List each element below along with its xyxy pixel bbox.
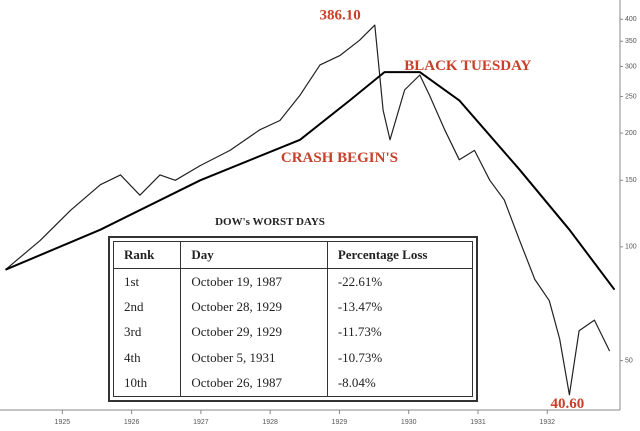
x-tick-label: 1926 xyxy=(124,419,140,426)
y-tick-label: 150 xyxy=(625,177,637,184)
column-header: Day xyxy=(180,241,328,269)
table-cell: October 28, 1929 xyxy=(180,294,328,320)
table-row: 1st October 19, 1987 -22.61% xyxy=(112,268,473,295)
x-tick-label: 1930 xyxy=(401,419,417,426)
table-cell: October 5, 1931 xyxy=(180,345,328,371)
column-header: Percentage Loss xyxy=(326,241,474,269)
table-row: 4th October 5, 1931 -10.73% xyxy=(112,345,473,371)
table-row: 10th October 26, 1987 -8.04% xyxy=(112,370,473,397)
table-cell: -11.73% xyxy=(326,319,473,346)
annotation: 386.10 xyxy=(320,8,361,24)
y-tick-label: 350 xyxy=(625,38,637,45)
y-tick-label: 200 xyxy=(625,130,637,137)
price-line xyxy=(5,24,611,396)
x-tick-label: 1932 xyxy=(539,419,555,426)
table: Rank Day Percentage Loss 1st October 19, 19… xyxy=(112,241,474,397)
table-cell: October 19, 1987 xyxy=(180,268,328,295)
x-tick-label: 1925 xyxy=(55,419,71,426)
table-cell: 4th xyxy=(112,345,181,371)
annotation: 40.60 xyxy=(551,396,585,412)
x-tick-label: 1929 xyxy=(332,419,348,426)
table-row: 2nd October 28, 1929 -13.47% xyxy=(112,294,473,320)
table-cell: 1st xyxy=(112,268,181,295)
table-cell: 3rd xyxy=(112,319,181,346)
table-cell: 10th xyxy=(112,370,181,397)
table-cell: -22.61% xyxy=(326,268,473,295)
y-tick-label: 300 xyxy=(625,63,637,70)
y-tick-label: 400 xyxy=(625,16,637,23)
table-title: DOW's WORST DAYS xyxy=(215,216,325,228)
table-cell: -10.73% xyxy=(326,345,473,371)
y-tick-label: 250 xyxy=(625,93,637,100)
table-body: 1st October 19, 1987 -22.61% 2nd October 28,… xyxy=(112,268,473,397)
table-cell: -8.04% xyxy=(326,370,473,397)
column-header: Rank xyxy=(112,241,182,269)
y-tick-label: 50 xyxy=(625,357,633,364)
table-cell: 2nd xyxy=(112,294,181,320)
table-box: Rank Day Percentage Loss 1st October 19, 19… xyxy=(108,236,478,402)
annotation: BLACK TUESDAY xyxy=(404,58,531,74)
table-cell: October 26, 1987 xyxy=(180,370,328,397)
y-tick-label: 100 xyxy=(625,244,637,251)
x-tick-label: 1931 xyxy=(470,419,486,426)
x-tick-label: 1928 xyxy=(262,419,278,426)
header-row: Rank Day Percentage Loss xyxy=(112,241,474,269)
annotation: CRASH BEGIN'S xyxy=(281,150,398,166)
x-tick-label: 1927 xyxy=(193,419,209,426)
table-cell: -13.47% xyxy=(326,294,473,320)
table-row: 3rd October 29, 1929 -11.73% xyxy=(112,319,473,346)
table-cell: October 29, 1929 xyxy=(180,319,328,346)
price-line xyxy=(5,71,616,291)
